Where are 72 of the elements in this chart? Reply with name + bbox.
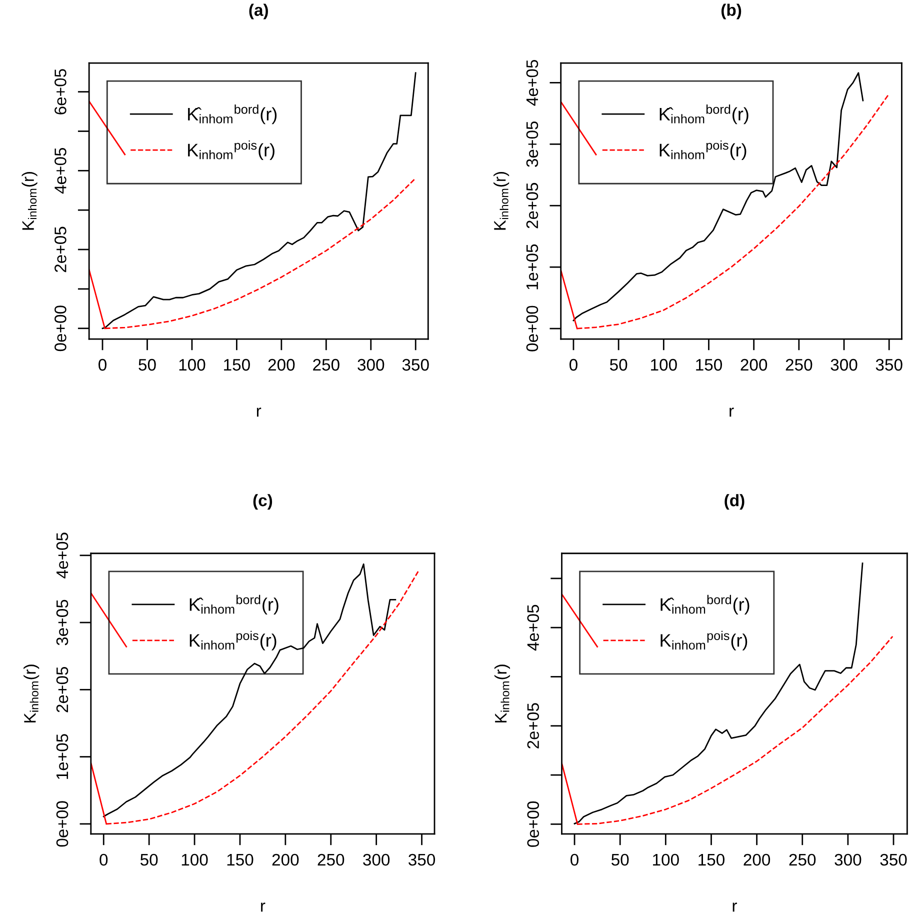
x-tick-label: 250	[789, 854, 816, 866]
x-tick-label: 100	[182, 854, 208, 866]
x-tick-label: 200	[744, 854, 770, 866]
x-tick-label: 150	[698, 854, 724, 866]
x-tick-label: 100	[651, 358, 677, 371]
x-tick-label: 150	[224, 358, 250, 371]
y-axis-title: K$_{inhom}$(r)	[24, 664, 40, 722]
x-tick-label: 100	[179, 358, 206, 371]
x-tick-label: 0	[98, 358, 106, 371]
y-tick-label: 2e+05	[56, 666, 68, 712]
x-tick-label: 50	[610, 358, 628, 371]
y-tick-label: 0e+00	[526, 306, 538, 352]
x-axis-title: r	[730, 408, 734, 417]
y-tick-label: 4e+05	[526, 60, 538, 106]
x-tick-label: 150	[227, 854, 254, 866]
y-tick-label: 1e+05	[56, 734, 68, 779]
x-tick-label: 300	[358, 358, 384, 371]
y-tick-label: 1e+05	[526, 244, 538, 290]
chart-title: (d)	[724, 494, 744, 510]
legend-label: K$_{inhom}$$^{pois}$(r)	[188, 140, 274, 160]
line-series	[572, 72, 864, 322]
chart-title: (a)	[249, 4, 268, 20]
x-tick-label: 0	[100, 854, 108, 866]
x-tick-label: 300	[363, 854, 390, 866]
y-tick-label: 4e+05	[54, 148, 66, 194]
x-axis-title: r	[732, 902, 737, 912]
y-tick-label: 3e+05	[56, 600, 68, 646]
y-tick-label: 2e+05	[527, 703, 540, 748]
legend-label: K̂$_{inhom}$$^{bord}$(r)	[190, 594, 278, 614]
x-tick-label: 200	[268, 358, 295, 371]
line-series	[574, 562, 864, 824]
x-tick-label: 200	[740, 358, 768, 371]
legend-label: K̂$_{inhom}$$^{bord}$(r)	[660, 104, 748, 124]
y-tick-label: 0e+00	[56, 801, 68, 847]
x-tick-label: 350	[880, 854, 907, 866]
chart-title: (b)	[721, 4, 742, 20]
x-tick-label: 150	[696, 358, 722, 371]
y-axis-title: K$_{inhom}$(r)	[494, 172, 510, 230]
x-tick-label: 0	[570, 854, 579, 866]
y-tick-label: 4e+05	[527, 604, 540, 651]
x-tick-label: 300	[834, 854, 862, 866]
x-tick-label: 0	[569, 358, 578, 371]
y-tick-label: 2e+05	[526, 182, 538, 228]
x-tick-label: 250	[313, 358, 340, 371]
y-tick-label: 0e+00	[527, 801, 540, 847]
y-tick-label: 6e+05	[54, 69, 66, 114]
chart-title: (c)	[253, 494, 272, 510]
x-tick-label: 350	[402, 358, 429, 371]
legend-label: K̂$_{inhom}$$^{bord}$(r)	[660, 594, 750, 614]
y-axis-title: K$_{inhom}$(r)	[494, 664, 510, 722]
x-tick-label: 250	[786, 358, 812, 371]
x-tick-label: 350	[408, 854, 436, 866]
y-tick-label: 4e+05	[56, 532, 68, 578]
y-axis-title: K$_{inhom}$(r)	[22, 172, 38, 230]
x-tick-label: 50	[138, 358, 156, 371]
legend-label: K$_{inhom}$$^{pois}$(r)	[190, 630, 276, 650]
x-tick-label: 200	[272, 854, 299, 866]
x-tick-label: 350	[876, 358, 902, 371]
line-series	[102, 72, 416, 330]
x-axis-title: r	[256, 408, 262, 417]
legend-label: K$_{inhom}$$^{pois}$(r)	[660, 630, 748, 650]
x-tick-label: 300	[830, 358, 858, 371]
y-tick-label: 0e+00	[54, 306, 66, 352]
x-tick-label: 50	[611, 854, 629, 866]
legend-label: K$_{inhom}$$^{pois}$(r)	[660, 140, 746, 160]
legend-label: K̂$_{inhom}$$^{bord}$(r)	[188, 104, 277, 124]
x-axis-title: r	[261, 902, 266, 912]
y-tick-label: 2e+05	[54, 226, 66, 272]
x-tick-label: 250	[318, 854, 344, 866]
x-tick-label: 50	[140, 854, 158, 866]
y-tick-label: 3e+05	[526, 121, 538, 167]
x-tick-label: 100	[653, 854, 679, 866]
